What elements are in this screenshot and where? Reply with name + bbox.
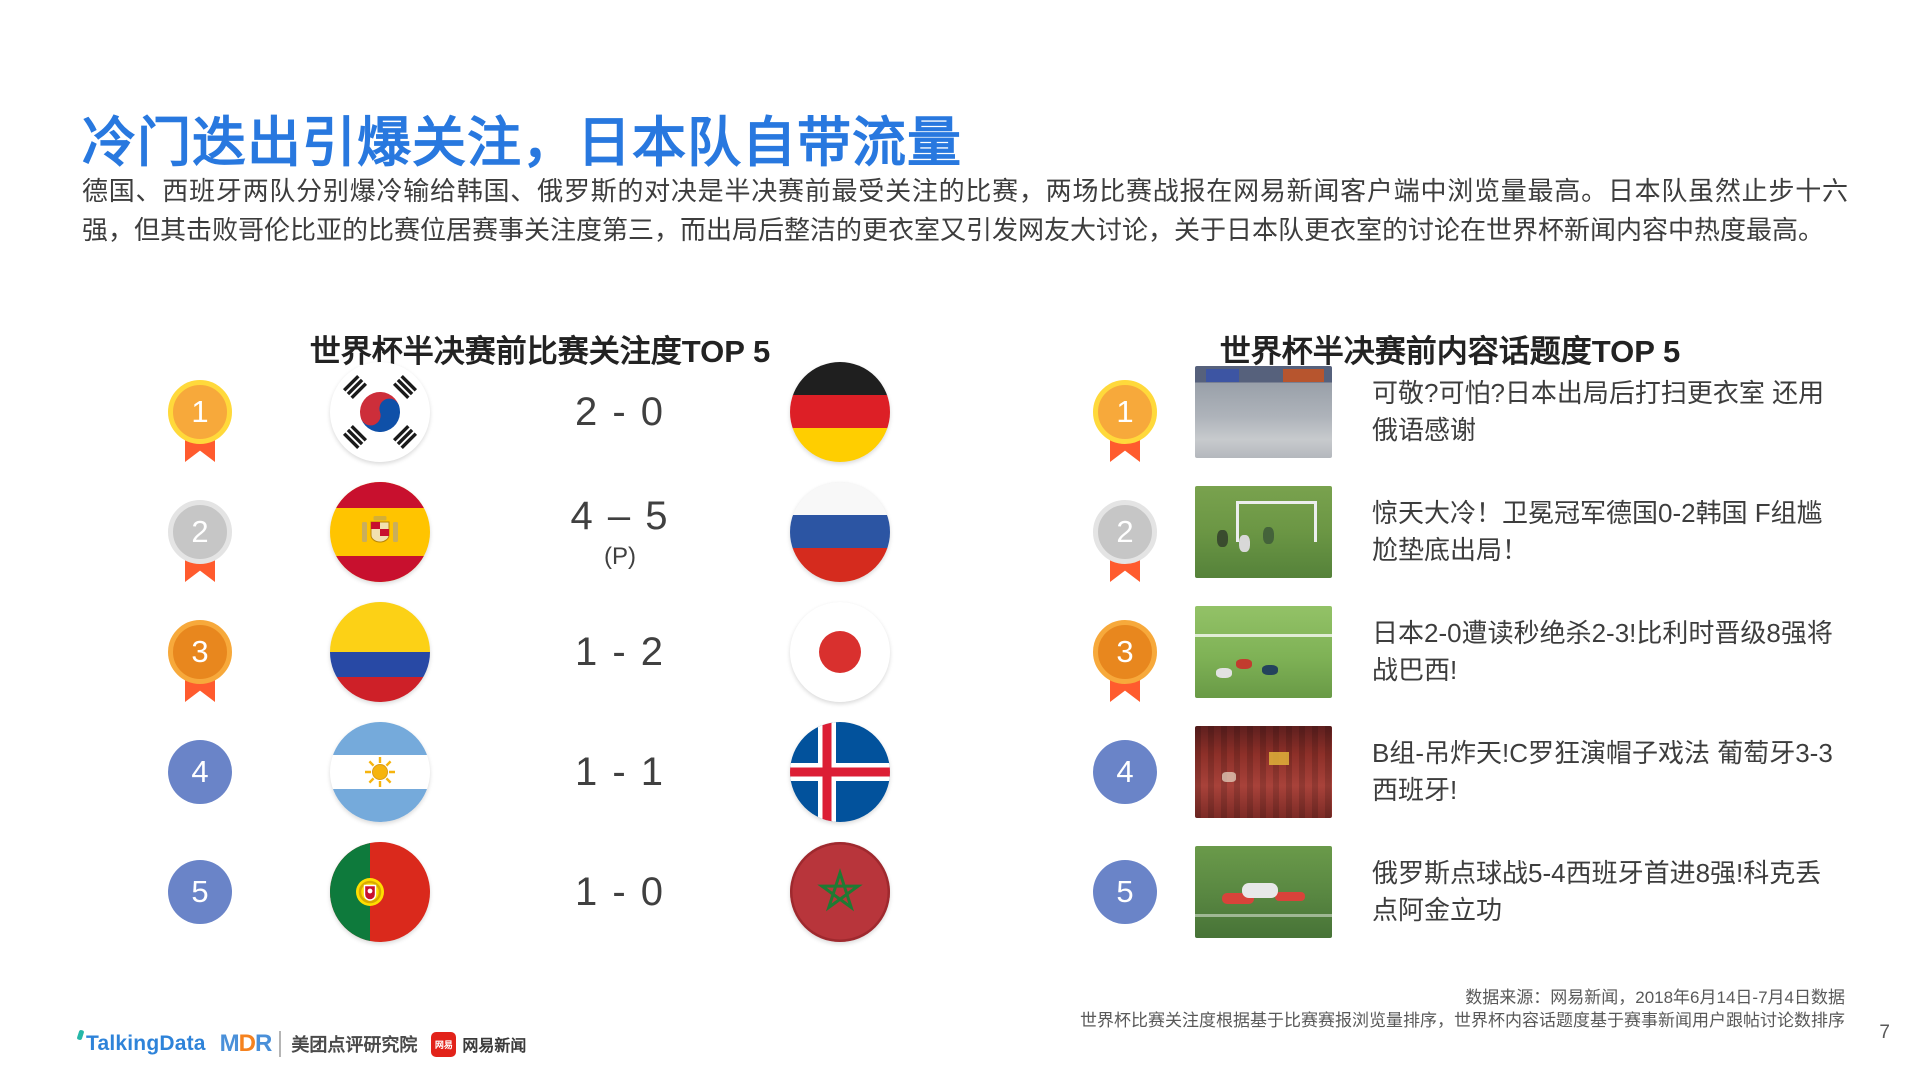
match-row: 1 2 - 0 (140, 352, 940, 472)
flag-germany-icon (790, 362, 890, 462)
germany-korea-match-photo (1195, 486, 1332, 578)
news-row: 5 俄罗斯点球战5-4西班牙首进8强!科克丢点阿金立功 (1055, 832, 1855, 952)
flag-colombia-icon (330, 602, 430, 702)
match-row: 2 4 – 5 (P) (140, 472, 940, 592)
mdr-logo-letter: M (219, 1030, 240, 1057)
news-headline: 可敬?可怕?日本出局后打扫更衣室 还用俄语感谢 (1372, 378, 1825, 445)
news-row: 4 B组-吊炸天!C罗狂演帽子戏法 葡萄牙3-3西班牙! (1055, 712, 1855, 832)
rank-number: 5 (1093, 860, 1157, 924)
rank-number: 2 (168, 500, 232, 564)
flag-portugal-icon (330, 842, 430, 942)
score-text: 1 - 1 (574, 749, 666, 794)
rank-number: 3 (168, 620, 232, 684)
news-row: 3 日本2-0遭读秒绝杀2-3!比利时晋级8强将战巴西! (1055, 592, 1855, 712)
flag-spain-icon (330, 482, 430, 582)
score-text: 1 - 2 (574, 629, 666, 674)
match-row: 5 1 - 0 (140, 832, 940, 952)
news-headline: 惊天大冷！卫冕冠军德国0-2韩国 F组尴尬垫底出局！ (1372, 498, 1823, 565)
talkingdata-logo-text: TalkingData (86, 1032, 206, 1055)
match-score: 2 - 0 (575, 390, 665, 435)
news-row: 1 可敬?可怕?日本出局后打扫更衣室 还用俄语感谢 (1055, 352, 1855, 472)
news-headline: 俄罗斯点球战5-4西班牙首进8强!科克丢点阿金立功 (1372, 858, 1822, 925)
netease-badge-icon: 网易 (431, 1031, 457, 1057)
rank-number: 4 (168, 740, 232, 804)
rank-number: 4 (1093, 740, 1157, 804)
rank-2-silver-medal: 2 (168, 500, 232, 582)
mdr-logo-letter: D (238, 1030, 256, 1057)
content-topic-heading: 世界杯半决赛前内容话题度TOP 5 (1219, 333, 1681, 369)
rank-number: 1 (1093, 380, 1157, 444)
match-row: 3 1 - 2 (140, 592, 940, 712)
flag-south-korea-icon (330, 362, 430, 462)
score-text: 4 – 5 (570, 493, 670, 538)
netease-news-label: 网易新闻 (462, 1038, 527, 1055)
data-source-note: 数据来源：网易新闻，2018年6月14日-7月4日数据 世界杯比赛关注度根据基于… (1080, 986, 1845, 1032)
page-title: 冷门迭出引爆关注，日本队自带流量 (82, 113, 962, 174)
rank-1-gold-medal: 1 (1093, 380, 1157, 462)
rank-4-blue-circle: 4 (1093, 740, 1157, 804)
flag-russia-icon (790, 482, 890, 582)
data-source-line1: 数据来源：网易新闻，2018年6月14日-7月4日数据 (1465, 988, 1845, 1007)
japan-locker-room-photo (1195, 366, 1332, 458)
flag-japan-icon (790, 602, 890, 702)
flag-argentina-icon (330, 722, 430, 822)
flag-morocco-icon (790, 842, 890, 942)
mdr-logo-letter: R (255, 1030, 272, 1057)
russia-spain-match-photo (1195, 846, 1332, 938)
match-row: 4 1 - 1 (140, 712, 940, 832)
netease-news-logo: 网易 网易新闻 (431, 1031, 527, 1057)
rank-5-blue-circle: 5 (1093, 860, 1157, 924)
rank-number: 3 (1093, 620, 1157, 684)
rank-number: 5 (168, 860, 232, 924)
rank-1-gold-medal: 1 (168, 380, 232, 462)
intro-paragraph: 德国、西班牙两队分别爆冷输给韩国、俄罗斯的对决是半决赛前最受关注的比赛，两场比赛… (82, 176, 1848, 245)
flag-iceland-icon (790, 722, 890, 822)
talkingdata-logo: TalkingData (76, 1029, 206, 1056)
rank-2-silver-medal: 2 (1093, 500, 1157, 582)
match-score: 1 - 1 (575, 750, 665, 795)
news-row: 2 惊天大冷！卫冕冠军德国0-2韩国 F组尴尬垫底出局！ (1055, 472, 1855, 592)
rank-5-blue-circle: 5 (168, 860, 232, 924)
japan-belgium-match-photo (1195, 606, 1332, 698)
meituan-dianping-institute-logo: 美团点评研究院 (279, 1031, 417, 1057)
news-headline: B组-吊炸天!C罗狂演帽子戏法 葡萄牙3-3西班牙! (1372, 738, 1833, 805)
rank-number: 1 (168, 380, 232, 444)
portugal-spain-fans-photo (1195, 726, 1332, 818)
rank-3-bronze-medal: 3 (168, 620, 232, 702)
rank-3-bronze-medal: 3 (1093, 620, 1157, 702)
match-rank-list: 1 2 - 0 2 4 – 5 (P) 3 1 - 2 4 1 - 1 5 1 - 0 (140, 352, 940, 952)
match-score: 1 - 2 (575, 630, 665, 675)
match-score: 1 - 0 (575, 870, 665, 915)
score-text: 2 - 0 (574, 389, 666, 434)
news-headline: 日本2-0遭读秒绝杀2-3!比利时晋级8强将战巴西! (1372, 618, 1833, 685)
data-source-line2: 世界杯比赛关注度根据基于比赛赛报浏览量排序，世界杯内容话题度基于赛事新闻用户跟帖… (1080, 1011, 1845, 1030)
talkingdata-tick-icon (76, 1029, 85, 1041)
score-text: 1 - 0 (574, 869, 666, 914)
match-score: 4 – 5 (P) (571, 494, 670, 571)
rank-number: 2 (1093, 500, 1157, 564)
page-number: 7 (1879, 1022, 1890, 1043)
rank-4-blue-circle: 4 (168, 740, 232, 804)
news-rank-list: 1 可敬?可怕?日本出局后打扫更衣室 还用俄语感谢 2 惊天大冷！卫冕冠军德国0-2韩… (1055, 352, 1855, 952)
penalty-note: (P) (604, 542, 636, 570)
